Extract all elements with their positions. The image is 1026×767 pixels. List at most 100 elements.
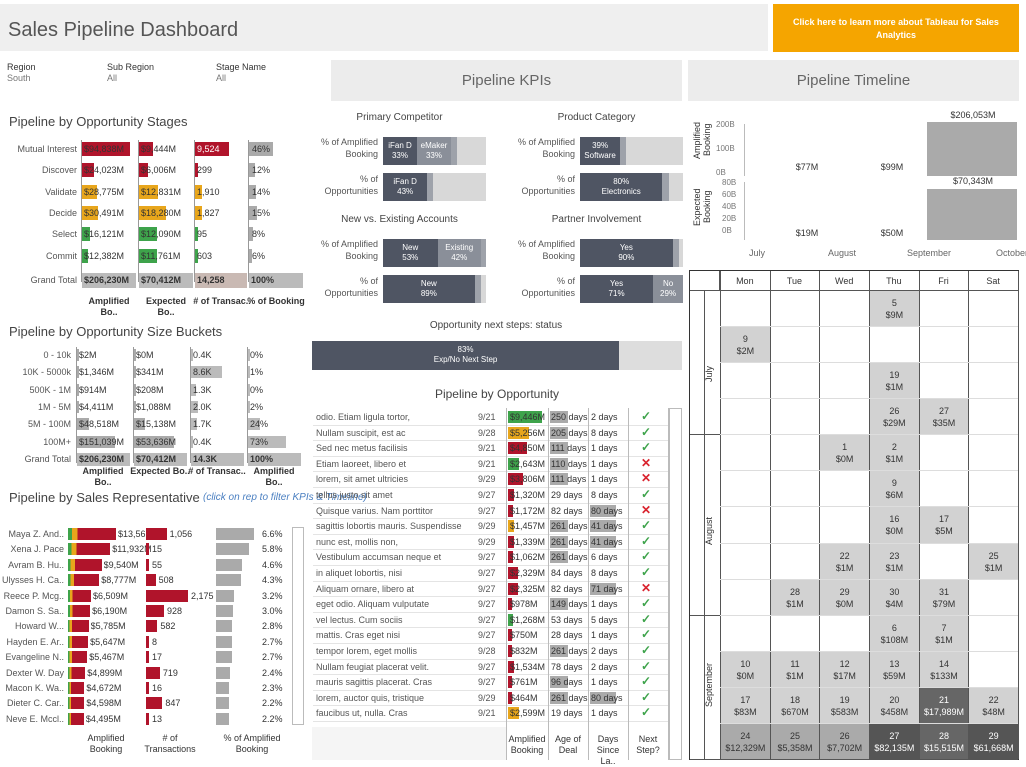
stage-pct-bar[interactable] [249,163,256,178]
opp-amp-bar[interactable] [508,504,513,517]
rep-pct-bar[interactable] [216,543,250,556]
opp-name[interactable]: Quisque varius. Nam porttitor [316,505,434,516]
rep-tx-bar[interactable] [146,528,167,540]
stage-exp-bar[interactable] [139,248,157,263]
size-bar[interactable] [134,383,136,396]
rep-pct-bar[interactable] [216,574,241,587]
calendar-day-cell[interactable]: 7 $1M [919,615,969,651]
kpi-category-segment[interactable]: 80% Electronics [580,173,663,201]
stage-pct-bar[interactable] [249,227,254,242]
calendar-day-cell[interactable]: 29 $0M [820,579,869,615]
calendar-day-cell[interactable]: 26 $29M [870,399,919,435]
learn-more-button[interactable]: Click here to learn more about Tableau f… [773,4,1019,52]
size-bar[interactable] [134,400,136,413]
opp-amp-bar[interactable] [508,598,513,611]
opp-name[interactable]: in aliquet lobortis, nisi [316,568,403,578]
size-bar[interactable] [248,400,250,413]
kpi-competitor-segment[interactable]: eMaker 33% [416,137,451,165]
kpi-partner-bar[interactable]: Yes 90% [580,239,683,267]
opp-name[interactable]: Etiam laoreet, libero et [316,458,407,469]
calendar-day-cell[interactable]: 23 $1M [870,543,919,579]
stage-amp-bar[interactable] [82,227,91,242]
calendar-day-cell[interactable]: 14 $133M [919,651,969,687]
size-bar[interactable] [248,418,261,431]
stage-amp-bar[interactable] [82,142,130,156]
opp-name[interactable]: mattis. Cras eget nisi [316,630,401,641]
reps-scrollbar[interactable] [292,527,304,725]
opp-amp-bar[interactable] [508,473,524,486]
rep-tx-bar[interactable] [146,558,149,571]
rep-pct-bar[interactable] [216,635,232,648]
size-label[interactable]: 5M - 100M [27,419,71,430]
opp-name[interactable]: sagittis lobortis mauris. Suspendisse [316,521,462,532]
size-label[interactable]: 10K - 5000k [22,367,71,378]
rep-name[interactable]: Maya Z. And.. [8,529,64,539]
calendar-day-cell[interactable]: 6 $108M [870,615,919,651]
kpi-category-segment[interactable]: 39% Software [580,137,621,165]
calendar-day-cell[interactable]: 22 $48M [969,687,1018,723]
stage-tx-bar[interactable] [195,205,202,220]
rep-amp-bar[interactable] [68,697,85,710]
kpi-newexist-bar[interactable]: New 53% Existing 42% [383,239,486,267]
size-bar[interactable] [134,418,145,431]
opp-amp-bar[interactable] [508,489,514,501]
nextsteps-bar[interactable]: 83% Exp/No Next Step [312,341,682,370]
opp-name[interactable]: lorem, sit amet ultricies [316,474,409,485]
calendar-day-cell[interactable]: 30 $4M [870,579,919,615]
opp-amp-bar[interactable] [508,457,520,470]
size-bar[interactable] [134,366,136,379]
stage-tx-bar[interactable] [195,227,198,242]
stage-tx-bar[interactable] [195,248,198,263]
stage-label[interactable]: Mutual Interest [17,144,77,154]
size-bar[interactable] [77,400,79,413]
stage-pct-bar[interactable] [249,248,253,263]
rep-amp-bar[interactable] [68,558,102,571]
size-bar[interactable] [248,366,250,379]
rep-amp-bar[interactable] [68,620,89,633]
calendar-day-cell[interactable]: 5 $9M [870,291,919,327]
kpi-partner-segment[interactable]: No 29% [653,275,683,303]
timeline-exp-bar[interactable] [927,188,1017,240]
opp-name[interactable]: vel lectus. Cum sociis [316,614,403,625]
stage-exp-bar[interactable] [139,227,157,242]
kpi-newexist-segment[interactable]: Existing 42% [437,239,481,267]
opp-amp-bar[interactable] [508,411,543,423]
kpi-competitor-bar[interactable]: iFan D 43% [383,173,486,201]
rep-name[interactable]: Ulysses H. Ca.. [1,575,64,586]
kpi-competitor-bar[interactable]: iFan D 33% eMaker 33% [383,137,486,165]
calendar-day-cell[interactable]: 21 $17,989M [919,687,969,723]
calendar-day-cell[interactable]: 26 $7,702M [820,723,869,759]
rep-tx-bar[interactable] [146,620,158,633]
stage-pct-bar[interactable] [249,142,273,156]
calendar-day-cell[interactable]: 16 $0M [870,507,919,543]
opp-amp-bar[interactable] [508,707,520,720]
rep-tx-bar[interactable] [146,635,149,648]
calendar-day-cell[interactable]: 24 $12,329M [721,723,770,759]
size-label[interactable]: 1M - 5M [37,401,71,412]
kpi-competitor-segment[interactable]: iFan D 43% [383,173,428,201]
rep-amp-bar[interactable] [68,574,100,587]
size-label[interactable]: 500K - 1M [29,384,71,395]
filter-value[interactable]: South [7,73,31,83]
rep-amp-bar[interactable] [68,589,92,602]
size-bar[interactable] [134,435,174,448]
size-bar[interactable] [134,349,136,361]
stage-label[interactable]: Commit [46,250,77,261]
rep-pct-bar[interactable] [216,712,229,725]
rep-tx-bar[interactable] [146,543,149,556]
rep-tx-bar[interactable] [146,589,188,602]
calendar-day-cell[interactable]: 19 $1M [870,363,919,399]
rep-amp-bar[interactable] [68,682,85,694]
opp-amp-bar[interactable] [508,551,513,564]
opp-name[interactable]: eget odio. Aliquam vulputate [316,599,430,610]
size-bar[interactable] [191,418,198,431]
size-bar[interactable] [191,349,193,361]
size-bar[interactable] [77,418,90,431]
stage-tx-bar[interactable] [195,163,198,178]
stage-amp-bar[interactable] [82,248,89,263]
rep-amp-bar[interactable] [68,712,84,725]
calendar-day-cell[interactable]: 28 $15,515M [919,723,969,759]
rep-name[interactable]: Avram B. Hu.. [8,559,64,570]
rep-pct-bar[interactable] [216,697,229,710]
rep-tx-bar[interactable] [146,697,163,710]
